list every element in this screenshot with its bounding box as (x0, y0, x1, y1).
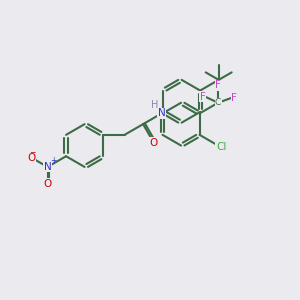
Text: +: + (50, 156, 57, 165)
Text: C: C (215, 98, 221, 107)
Text: H: H (152, 100, 159, 110)
Text: F: F (215, 80, 221, 90)
Text: O: O (44, 179, 52, 189)
Text: O: O (27, 153, 35, 163)
Text: O: O (150, 138, 158, 148)
Text: F: F (231, 93, 237, 103)
Text: Cl: Cl (216, 142, 226, 152)
Text: −: − (29, 148, 36, 157)
Text: N: N (158, 108, 166, 118)
Text: F: F (200, 92, 206, 102)
Text: N: N (44, 162, 51, 172)
